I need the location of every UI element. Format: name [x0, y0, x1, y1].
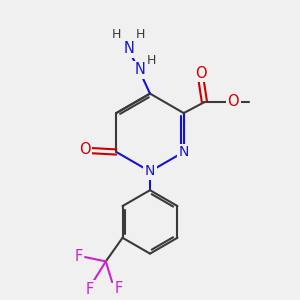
Text: N: N: [124, 41, 135, 56]
Text: O: O: [195, 66, 207, 81]
Text: H: H: [146, 54, 156, 67]
Text: N: N: [145, 164, 155, 178]
Text: O: O: [79, 142, 90, 157]
Text: O: O: [227, 94, 239, 109]
Text: F: F: [85, 282, 94, 297]
Text: H: H: [111, 28, 121, 41]
Text: F: F: [75, 249, 83, 264]
Text: H: H: [136, 28, 145, 41]
Text: N: N: [135, 62, 146, 77]
Text: N: N: [178, 145, 189, 159]
Text: F: F: [114, 281, 123, 296]
